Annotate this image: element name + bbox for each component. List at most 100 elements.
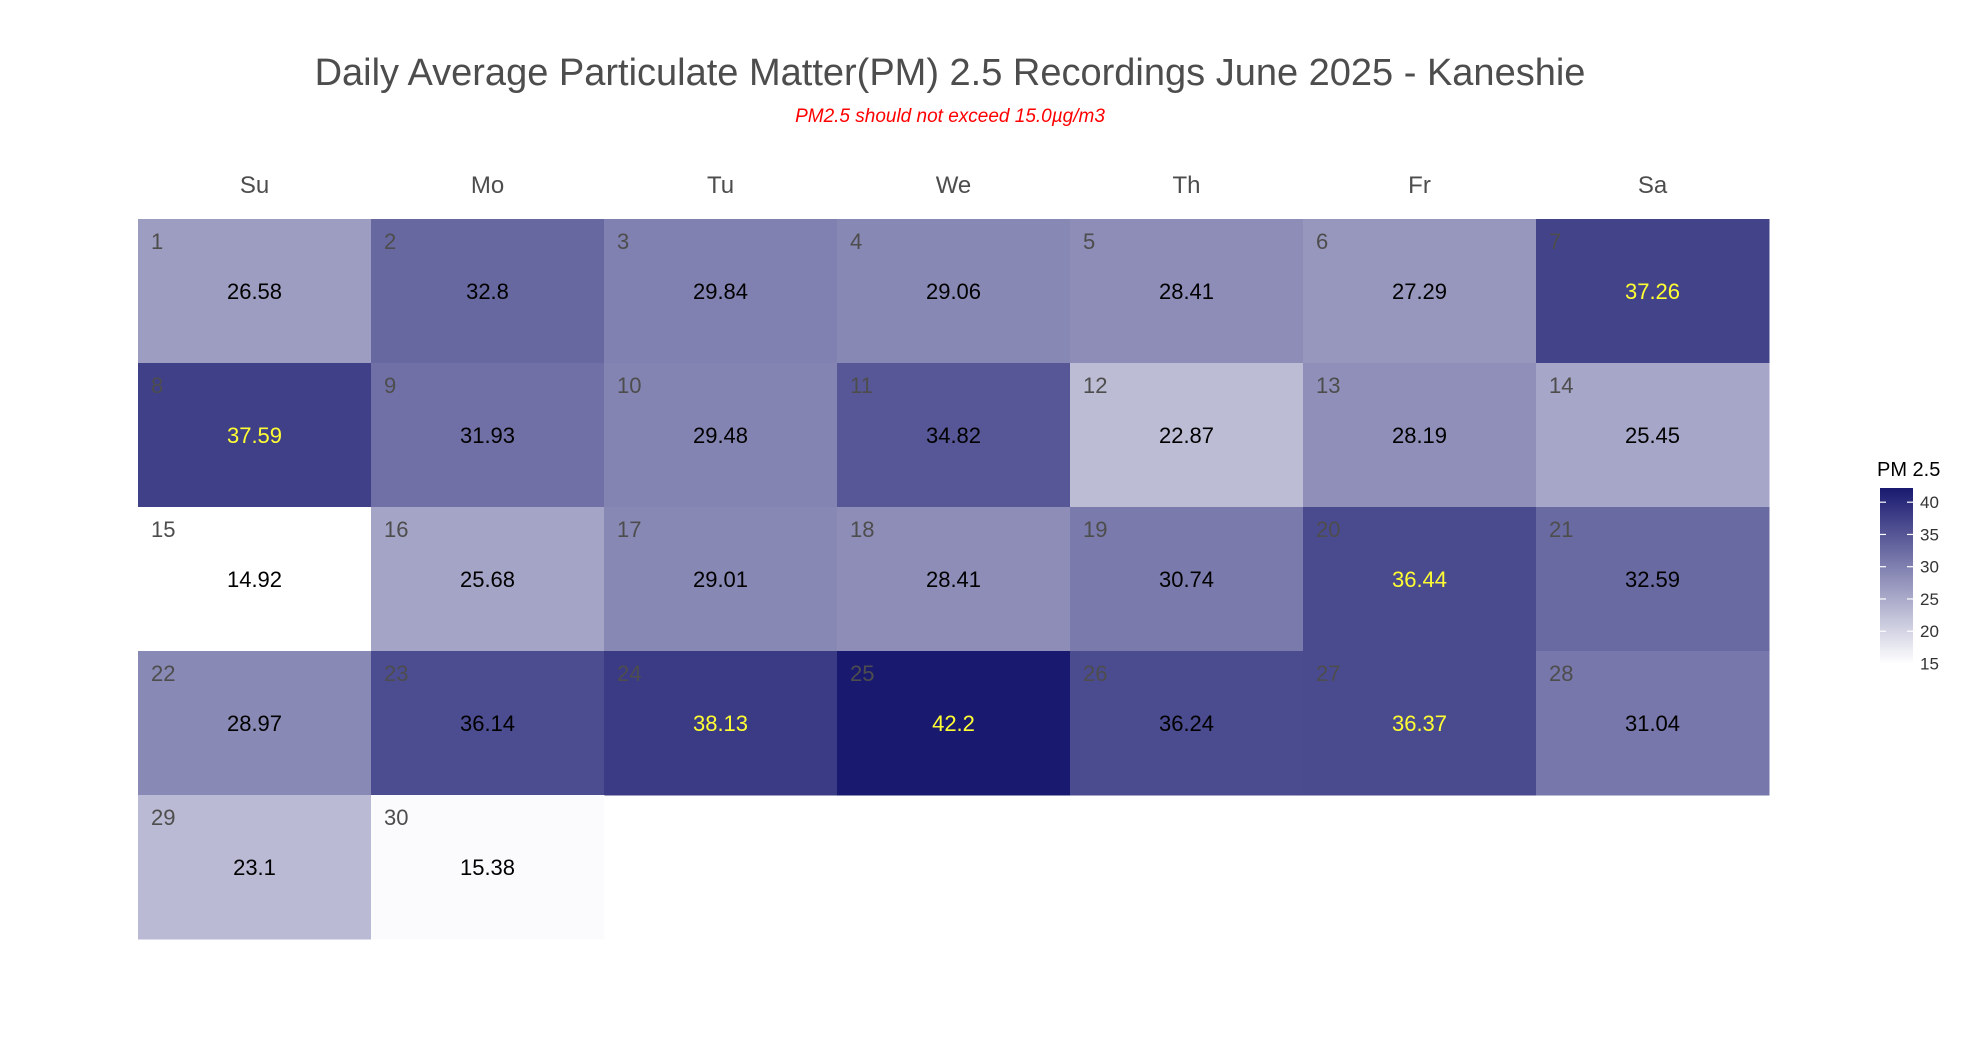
cell-tile xyxy=(1536,219,1770,364)
calendar-cell-day-1: 126.58 xyxy=(138,219,372,364)
calendar-cell-day-24: 24 38.13 xyxy=(604,651,838,796)
day-number: 12 xyxy=(1083,373,1107,398)
calendar-cell-day-25: 25 42.2 xyxy=(837,651,1071,796)
calendar-cell-day-5: 528.41 xyxy=(1070,219,1304,364)
pm-value-label: 14.92 xyxy=(227,567,282,592)
weekday-label-sa: Sa xyxy=(1638,172,1668,199)
legend-tick-label: 30 xyxy=(1920,558,1939,577)
calendar-cell-day-14: 14 25.45 xyxy=(1536,363,1770,508)
pm-value-label: 34.82 xyxy=(926,423,981,448)
cell-tile xyxy=(138,795,372,940)
legend-tick-label: 35 xyxy=(1920,525,1939,544)
day-number: 27 xyxy=(1316,661,1340,686)
day-number: 21 xyxy=(1549,517,1573,542)
pm-value-label: 42.2 xyxy=(932,711,975,736)
legend-ticks: 15 20 25 30 35 40 xyxy=(1880,493,1939,673)
day-number: 23 xyxy=(384,661,408,686)
weekday-label-mo: Mo xyxy=(471,172,504,199)
pm-value-label: 23.1 xyxy=(233,855,276,880)
legend-tick-label: 20 xyxy=(1920,622,1939,641)
cell-tile xyxy=(371,795,605,940)
calendar-cell-day-21: 21 32.59 xyxy=(1536,507,1770,652)
calendar-cell-day-12: 12 22.87 xyxy=(1070,363,1304,508)
cell-tile xyxy=(604,219,838,364)
cell-tile xyxy=(604,651,838,796)
calendar-cells: 126.58232.8329.84429.06528.41627.29737.2… xyxy=(138,219,1770,940)
legend-tick-label: 40 xyxy=(1920,493,1939,512)
pm-value-label: 15.38 xyxy=(460,855,515,880)
legend-title: PM 2.5 xyxy=(1877,459,1940,481)
day-number: 5 xyxy=(1083,229,1095,254)
day-number: 17 xyxy=(617,517,641,542)
weekday-label-th: Th xyxy=(1172,172,1200,199)
calendar-cell-day-13: 13 28.19 xyxy=(1303,363,1537,508)
day-number: 3 xyxy=(617,229,629,254)
day-number: 30 xyxy=(384,805,408,830)
legend-tick-label: 25 xyxy=(1920,590,1939,609)
pm-value-label: 29.84 xyxy=(693,279,748,304)
pm-value-label: 22.87 xyxy=(1159,423,1214,448)
cell-tile xyxy=(1070,651,1304,796)
day-number: 14 xyxy=(1549,373,1573,398)
pm-value-label: 25.68 xyxy=(460,567,515,592)
pm-value-label: 29.06 xyxy=(926,279,981,304)
day-number: 11 xyxy=(850,373,873,398)
cell-tile xyxy=(1070,219,1304,364)
day-number: 16 xyxy=(384,517,408,542)
cell-tile xyxy=(1536,507,1770,652)
day-number: 26 xyxy=(1083,661,1107,686)
calendar-cell-day-8: 837.59 xyxy=(138,363,372,508)
day-number: 7 xyxy=(1549,229,1561,254)
day-number: 9 xyxy=(384,373,396,398)
day-number: 2 xyxy=(384,229,396,254)
calendar-cell-day-4: 429.06 xyxy=(837,219,1071,364)
weekday-label-tu: Tu xyxy=(707,172,734,199)
pm-value-label: 37.59 xyxy=(227,423,282,448)
pm-value-label: 27.29 xyxy=(1392,279,1447,304)
calendar-cell-day-11: 11 34.82 xyxy=(837,363,1071,508)
calendar-cell-day-28: 28 31.04 xyxy=(1536,651,1770,796)
calendar-cell-day-10: 10 29.48 xyxy=(604,363,838,508)
pm-value-label: 36.24 xyxy=(1159,711,1214,736)
weekday-headers: Su Mo Tu We Th Fr Sa xyxy=(240,172,1668,199)
day-number: 19 xyxy=(1083,517,1107,542)
cell-tile xyxy=(1536,363,1770,508)
day-number: 15 xyxy=(151,517,175,542)
legend-colorbar xyxy=(1880,488,1913,664)
calendar-cell-day-29: 29 23.1 xyxy=(138,795,372,940)
pm-value-label: 28.41 xyxy=(1159,279,1214,304)
day-number: 22 xyxy=(151,661,175,686)
pm-value-label: 36.14 xyxy=(460,711,515,736)
pm-value-label: 29.48 xyxy=(693,423,748,448)
cell-tile xyxy=(1303,507,1537,652)
calendar-cell-day-23: 23 36.14 xyxy=(371,651,605,796)
cell-tile xyxy=(138,219,372,364)
weekday-label-su: Su xyxy=(240,172,269,199)
cell-tile xyxy=(1303,651,1537,796)
calendar-cell-day-15: 15 14.92 xyxy=(138,507,372,652)
calendar-cell-day-19: 19 30.74 xyxy=(1070,507,1304,652)
pm-value-label: 37.26 xyxy=(1625,279,1680,304)
day-number: 28 xyxy=(1549,661,1573,686)
cell-tile xyxy=(1303,363,1537,508)
calendar-cell-day-9: 931.93 xyxy=(371,363,605,508)
legend-tick-label: 15 xyxy=(1920,654,1939,673)
pm-value-label: 38.13 xyxy=(693,711,748,736)
cell-tile xyxy=(837,219,1071,364)
cell-tile xyxy=(837,363,1071,508)
pm-value-label: 36.44 xyxy=(1392,567,1447,592)
pm-value-label: 29.01 xyxy=(693,567,748,592)
pm-value-label: 28.41 xyxy=(926,567,981,592)
cell-tile xyxy=(604,363,838,508)
calendar-cell-day-3: 329.84 xyxy=(604,219,838,364)
chart-title: Daily Average Particulate Matter(PM) 2.5… xyxy=(315,52,1586,94)
cell-tile xyxy=(1070,363,1304,508)
day-number: 1 xyxy=(151,229,163,254)
pm-value-label: 31.93 xyxy=(460,423,515,448)
calendar-cell-day-27: 27 36.37 xyxy=(1303,651,1537,796)
cell-tile xyxy=(371,363,605,508)
pm-value-label: 26.58 xyxy=(227,279,282,304)
cell-tile xyxy=(138,363,372,508)
pm-value-label: 36.37 xyxy=(1392,711,1447,736)
